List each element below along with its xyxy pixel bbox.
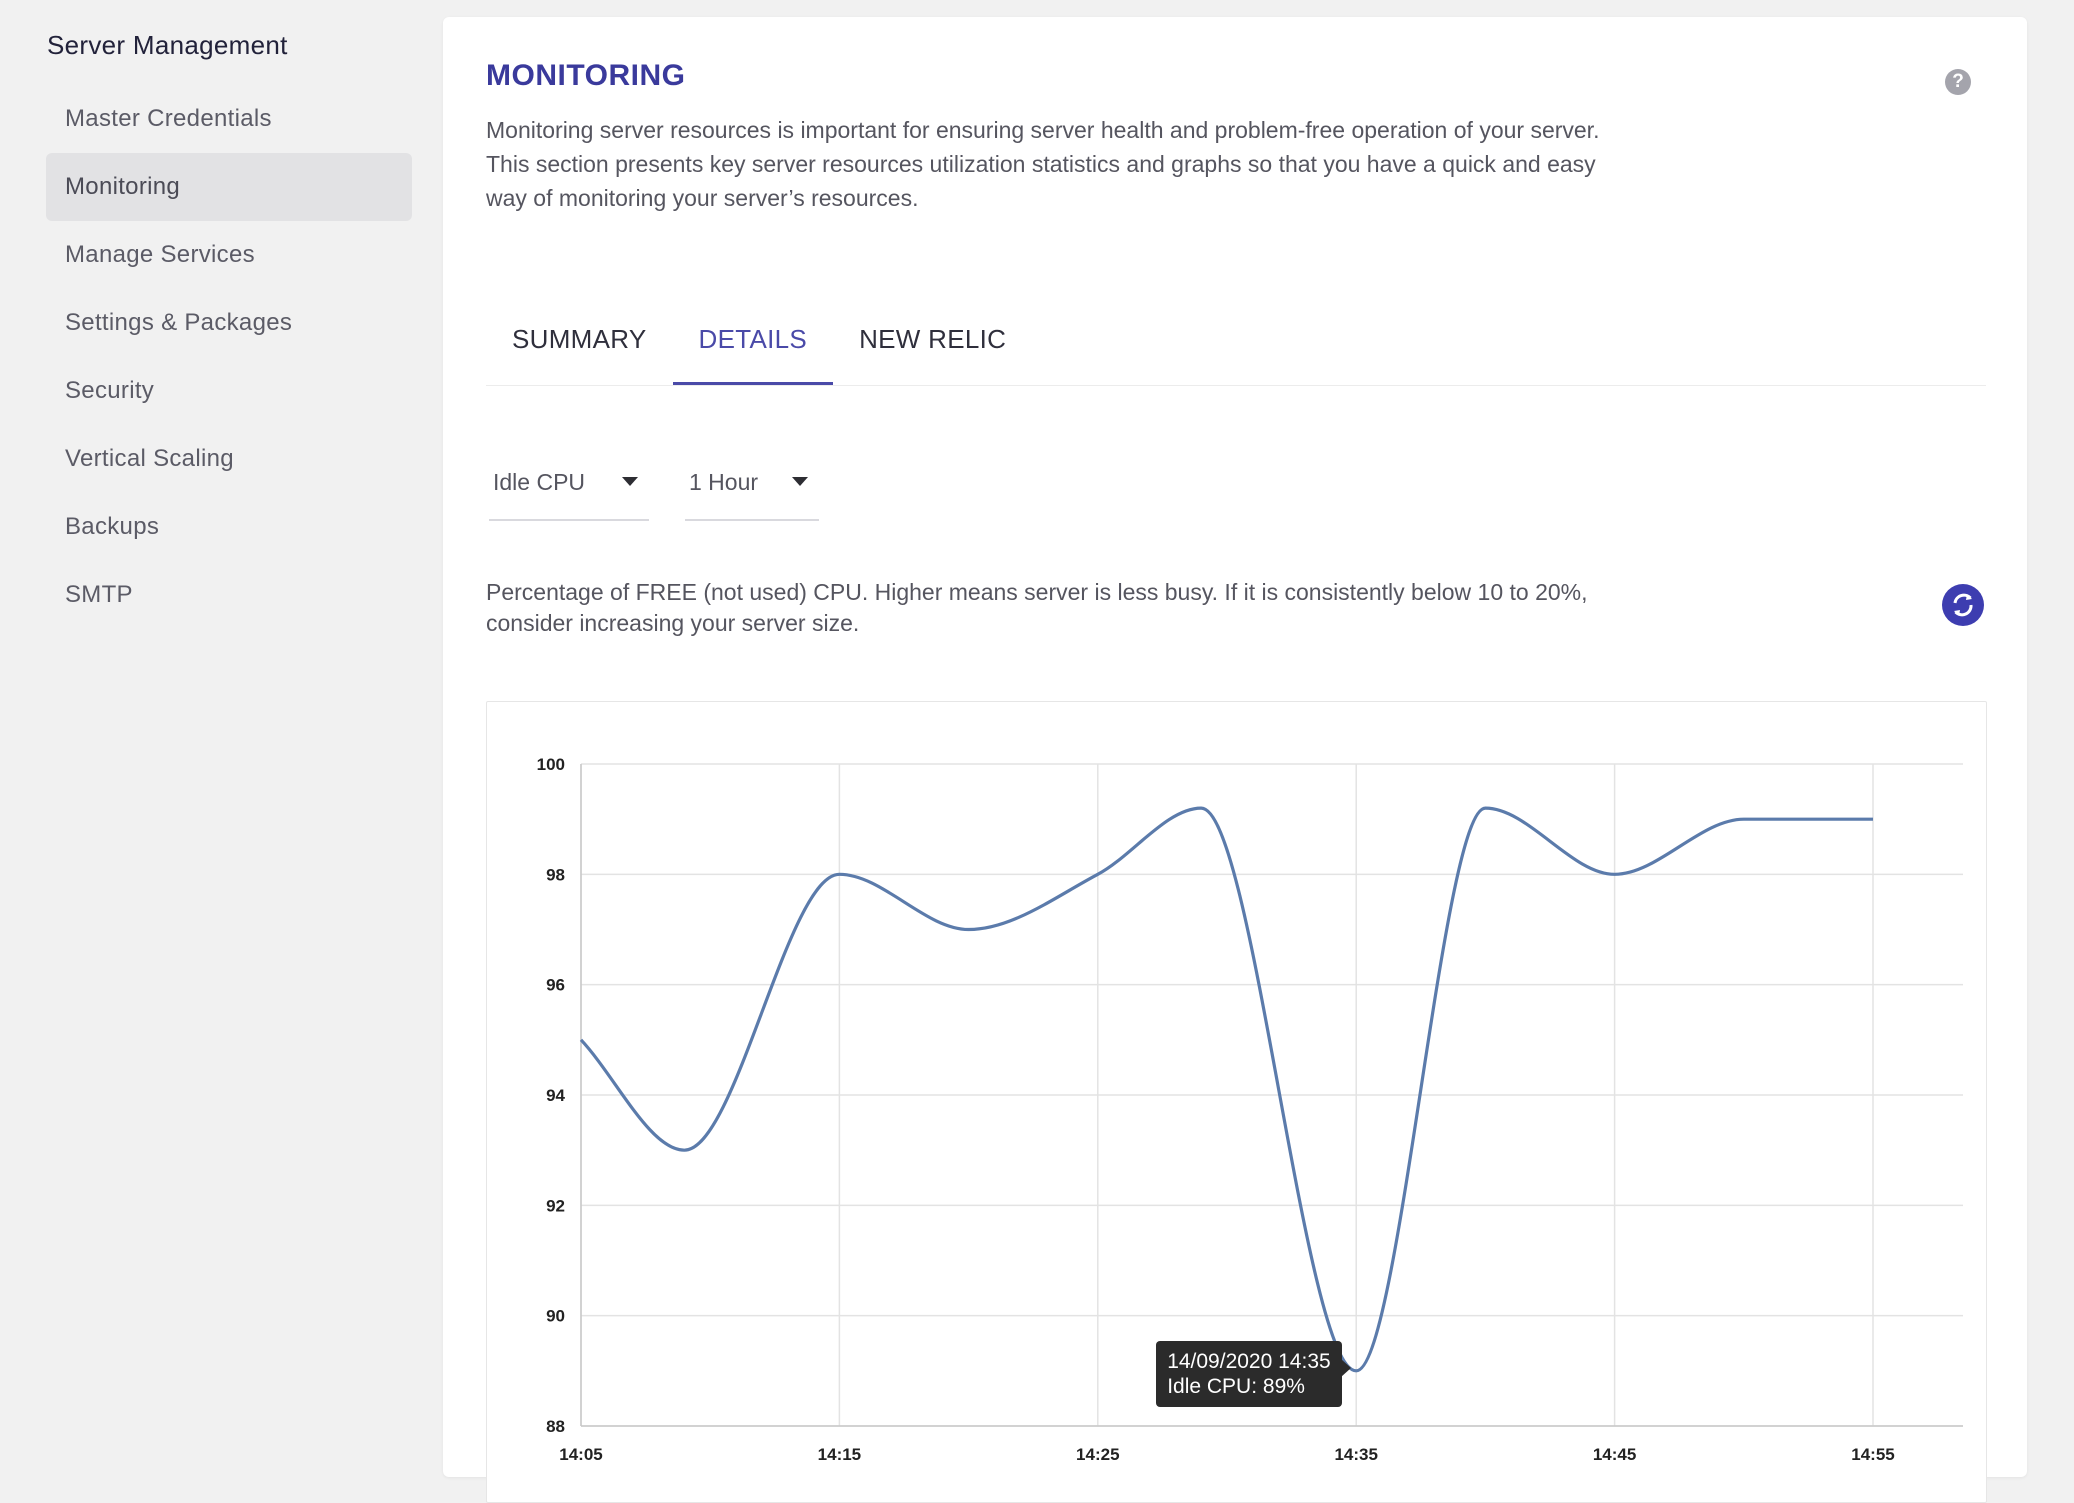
x-tick-label: 14:05 (559, 1445, 602, 1464)
sidebar-title: Server Management (47, 30, 288, 60)
y-tick-label: 98 (546, 865, 565, 884)
x-tick-label: 14:45 (1593, 1445, 1636, 1464)
chevron-down-icon (622, 477, 638, 486)
sidebar-item-manage-services[interactable]: Manage Services (65, 241, 255, 268)
sidebar-item-smtp[interactable]: SMTP (65, 581, 133, 608)
x-tick-label: 14:15 (818, 1445, 861, 1464)
x-tick-label: 14:35 (1334, 1445, 1377, 1464)
monitoring-panel: MONITORING ? Monitoring server resources… (443, 17, 2027, 1503)
tooltip-date: 14/09/2020 14:35 (1167, 1349, 1331, 1373)
chevron-down-icon (792, 477, 808, 486)
sidebar-item-security[interactable]: Security (65, 377, 155, 404)
sidebar-item-master-credentials[interactable]: Master Credentials (65, 105, 272, 132)
y-tick-label: 100 (537, 755, 565, 774)
metric-description: Percentage of FREE (not used) CPU. Highe… (486, 579, 1588, 636)
metric-select[interactable]: Idle CPU (489, 453, 649, 521)
range-select-value: 1 Hour (689, 469, 759, 495)
sidebar-item-monitoring[interactable]: Monitoring (46, 153, 412, 221)
tab-details[interactable]: DETAILS (672, 303, 834, 385)
refresh-icon (1953, 593, 1973, 617)
y-tick-label: 88 (546, 1417, 565, 1436)
range-select[interactable]: 1 Hour (685, 453, 819, 521)
y-tick-label: 94 (546, 1086, 565, 1105)
sidebar-item-vertical-scaling[interactable]: Vertical Scaling (65, 445, 234, 472)
tab-new-relic[interactable]: NEW RELIC (859, 324, 1007, 354)
series-line (579, 806, 1873, 1373)
x-tick-label: 14:25 (1076, 1445, 1119, 1464)
x-tick-label: 14:55 (1851, 1445, 1894, 1464)
tab-summary[interactable]: SUMMARY (512, 324, 647, 354)
idle-cpu-chart: 88 90 92 94 96 98 100 14:05 14:15 14:25 14:35 14:45… (486, 701, 1987, 1503)
question-circle-icon[interactable]: ? (1945, 69, 1971, 95)
page-title: MONITORING (486, 59, 686, 92)
y-tick-label: 96 (546, 976, 565, 995)
y-tick-label: 90 (546, 1307, 565, 1326)
y-tick-label: 92 (546, 1196, 565, 1215)
sidebar-item-settings-packages[interactable]: Settings & Packages (65, 309, 293, 336)
chart-tooltip: 14/09/2020 14:35 Idle CPU: 89% (1156, 1340, 1351, 1407)
intro-text: Monitoring server resources is important… (486, 117, 1600, 211)
sidebar: Server Management Master Credentials Mon… (0, 0, 440, 1458)
sidebar-nav: Master Credentials Monitoring Manage Ser… (46, 85, 412, 629)
metric-select-value: Idle CPU (493, 469, 586, 495)
refresh-button[interactable] (1942, 584, 1984, 626)
tooltip-value: Idle CPU: 89% (1167, 1374, 1305, 1398)
sidebar-item-backups[interactable]: Backups (65, 513, 160, 540)
tab-bar: SUMMARY DETAILS NEW RELIC (486, 303, 1986, 386)
